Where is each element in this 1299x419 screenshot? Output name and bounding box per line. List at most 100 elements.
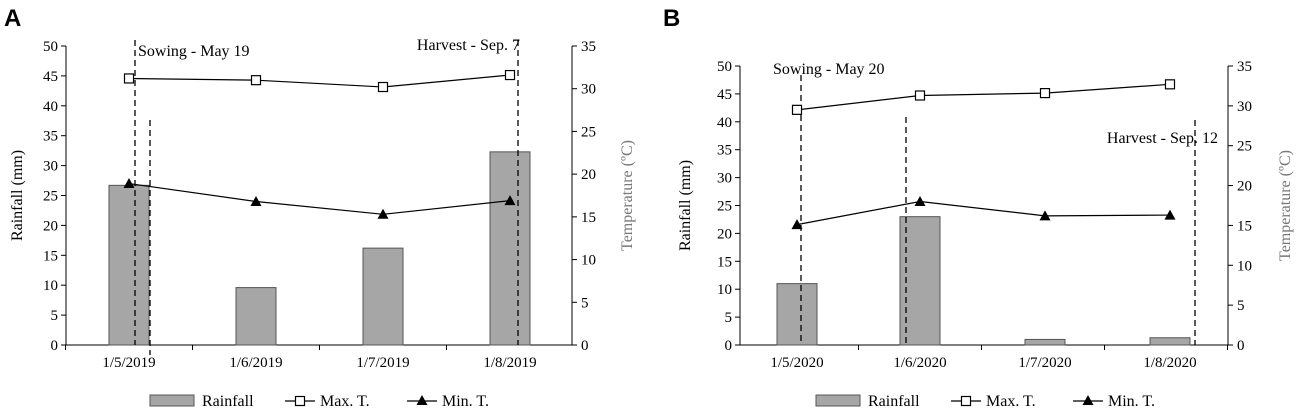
panel-label: B — [663, 5, 680, 32]
legend-label-max-temp: Max. T. — [986, 393, 1036, 410]
legend-marker-max-temp — [294, 395, 306, 407]
y2-tick-label: 30 — [581, 82, 596, 98]
legend-label-min-temp: Min. T. — [442, 393, 489, 410]
y-tick-label: 5 — [51, 308, 59, 324]
legend-marker-min-temp — [1082, 395, 1094, 405]
bar-rainfall — [362, 247, 404, 346]
y-tick-label: 25 — [717, 199, 732, 215]
y2-tick-label: 20 — [1237, 179, 1252, 195]
x-tick-label: 1/7/2019 — [356, 355, 409, 371]
y-tick-label: 20 — [717, 226, 732, 242]
bar-rainfall — [1024, 338, 1066, 346]
chart-panel-A: A 0 5 10 15 20 25 30 35 40 45 50 0 5 10 15 20 25 30 35 Rainf… — [4, 5, 636, 410]
y-tick-label: 50 — [717, 59, 732, 75]
y-tick-label: 45 — [43, 69, 58, 85]
legend: Rainfall Max. T. Min. T. — [149, 393, 489, 410]
point-max-temp — [1164, 79, 1176, 90]
y-tick-label: 20 — [43, 218, 58, 234]
y-tick-label: 10 — [717, 282, 732, 298]
x-tick-label: 1/8/2019 — [483, 355, 536, 371]
point-min-temp — [123, 178, 135, 189]
y-tick-label: 15 — [43, 248, 58, 264]
y-tick-label: 0 — [725, 338, 733, 354]
y2-tick-label: 15 — [581, 210, 596, 226]
point-max-temp — [914, 90, 926, 101]
y2-tick-label: 10 — [1237, 258, 1252, 274]
y2-tick-label: 0 — [581, 338, 589, 354]
annotation-harvest: Harvest - Sep. 12 — [1107, 130, 1218, 147]
point-max-temp — [123, 73, 135, 84]
panel-label: A — [4, 5, 21, 32]
legend-label-rainfall: Rainfall — [868, 393, 920, 410]
x-tick-label: 1/8/2020 — [1143, 355, 1196, 371]
line-min-temp — [796, 200, 1171, 226]
point-min-temp — [914, 196, 926, 207]
y2-tick-label: 20 — [581, 167, 596, 183]
point-max-temp — [250, 75, 262, 86]
y2-tick-label: 25 — [581, 124, 596, 140]
y2-tick-label: 35 — [1237, 59, 1252, 75]
line-max-temp — [128, 74, 511, 88]
legend-label-rainfall: Rainfall — [202, 393, 254, 410]
y-tick-label: 0 — [51, 338, 59, 354]
y-tick-label: 5 — [725, 310, 733, 326]
legend-swatch-rainfall — [149, 394, 195, 407]
legend-label-min-temp: Min. T. — [1108, 393, 1155, 410]
bar-rainfall — [108, 184, 150, 346]
y-tick-label: 35 — [717, 143, 732, 159]
x-tick-label: 1/6/2019 — [229, 355, 282, 371]
y-tick-label: 45 — [717, 87, 732, 103]
y2-tick-label: 5 — [581, 295, 589, 311]
y2-tick-label: 30 — [1237, 99, 1252, 115]
y2-tick-label: 10 — [581, 253, 596, 269]
y-tick-label: 40 — [43, 99, 58, 115]
legend-swatch-rainfall — [815, 394, 861, 407]
y-tick-label: 50 — [43, 39, 58, 55]
legend: Rainfall Max. T. Min. T. — [815, 393, 1155, 410]
x-tick-label: 1/7/2020 — [1018, 355, 1071, 371]
point-min-temp — [504, 195, 516, 206]
bar-rainfall — [1149, 337, 1191, 346]
point-max-temp — [1039, 88, 1051, 99]
x-tick-label: 1/6/2020 — [893, 355, 946, 371]
y2-axis-title: Temperature (ºC) — [1277, 150, 1294, 261]
y2-tick-label: 35 — [581, 39, 596, 55]
chart-panel-B: B 0 5 10 15 20 25 30 35 40 45 50 0 5 10 15 20 25 30 35 Rainf… — [663, 5, 1294, 410]
y-axis-title: Rainfall (mm) — [9, 150, 26, 241]
y-axis-title: Rainfall (mm) — [677, 160, 694, 251]
y2-tick-label: 5 — [1237, 298, 1245, 314]
point-max-temp — [377, 81, 389, 93]
legend-marker-max-temp — [960, 395, 972, 407]
annotation-sowing: Sowing - May 20 — [773, 61, 885, 78]
annotation-sowing: Sowing - May 19 — [138, 43, 250, 60]
y-tick-label: 10 — [43, 278, 58, 294]
y-tick-label: 35 — [43, 129, 58, 145]
line-min-temp — [128, 182, 511, 215]
y-tick-label: 30 — [43, 159, 58, 175]
point-min-temp — [1164, 209, 1176, 220]
y2-tick-label: 15 — [1237, 218, 1252, 234]
legend-label-max-temp: Max. T. — [320, 393, 370, 410]
legend-marker-min-temp — [416, 395, 428, 405]
x-tick-label: 1/5/2019 — [102, 355, 155, 371]
annotation-harvest: Harvest - Sep. 7 — [417, 37, 520, 54]
point-min-temp — [250, 195, 262, 206]
y-tick-label: 15 — [717, 254, 732, 270]
y-tick-label: 25 — [43, 189, 58, 205]
point-min-temp — [1039, 210, 1051, 221]
y2-tick-label: 0 — [1237, 338, 1245, 354]
bar-rainfall — [489, 151, 531, 346]
point-min-temp — [377, 208, 389, 219]
bar-rainfall — [235, 287, 277, 346]
y-tick-label: 30 — [717, 171, 732, 187]
bar-rainfall — [776, 283, 818, 346]
y2-tick-label: 25 — [1237, 139, 1252, 155]
point-max-temp — [791, 104, 803, 115]
bar-rainfall — [899, 216, 941, 346]
point-max-temp — [504, 69, 516, 81]
line-max-temp — [796, 83, 1171, 111]
x-tick-label: 1/5/2020 — [770, 355, 823, 371]
point-min-temp — [791, 219, 803, 230]
y-tick-label: 40 — [717, 115, 732, 131]
